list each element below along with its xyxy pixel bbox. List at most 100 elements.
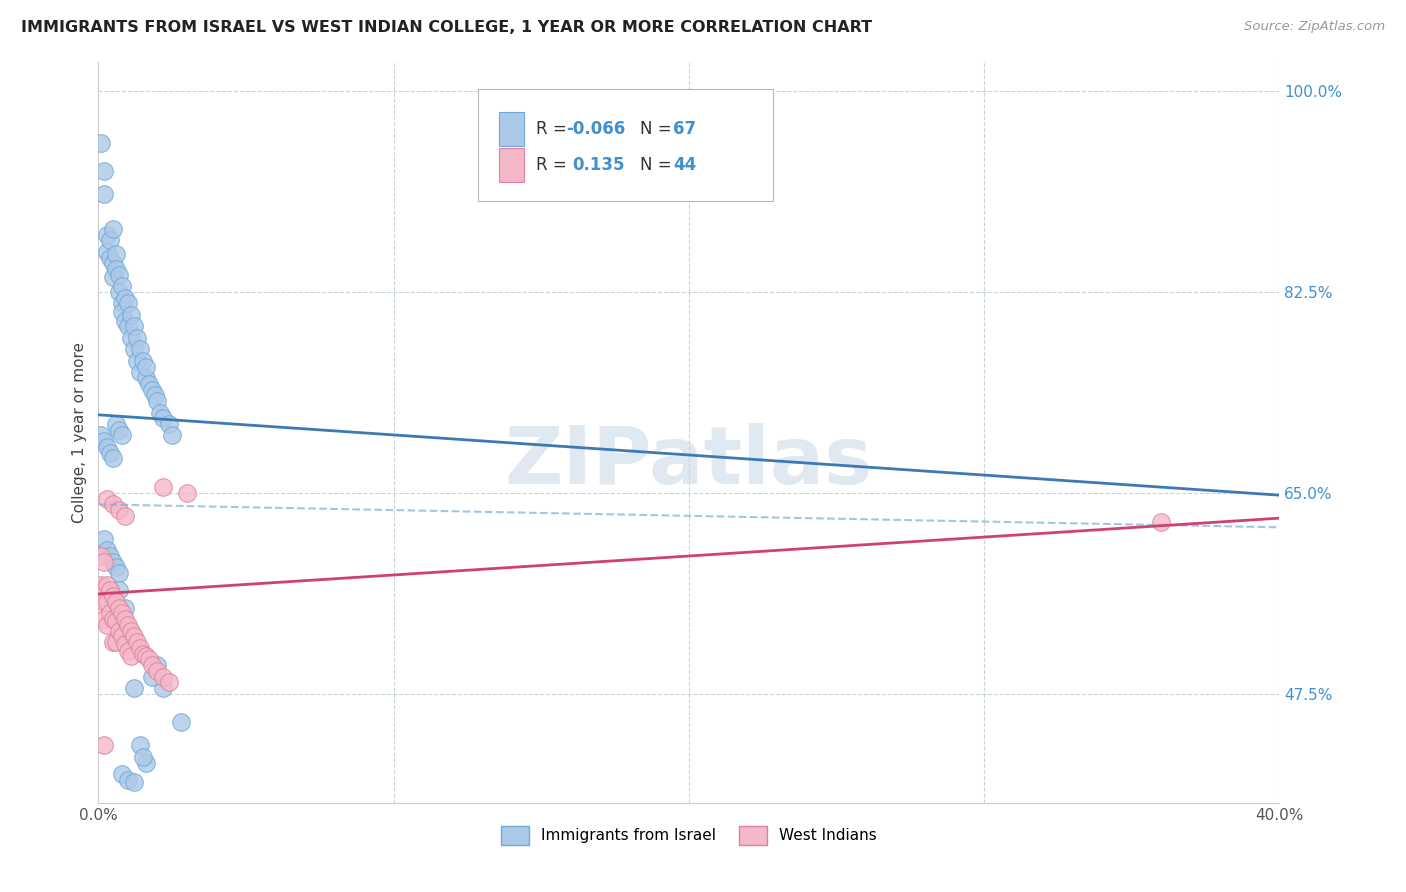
Point [108,285,131,299]
Point [93,739,115,753]
Point [111,304,134,318]
Point [103,612,125,626]
Point [114,508,136,523]
Point [105,247,128,261]
Point [117,772,139,787]
Point [96,244,118,259]
Point [122,319,145,334]
Point [108,423,131,437]
Point [93,164,115,178]
Point [117,644,139,658]
Point [98,233,121,247]
Point [103,497,125,511]
Point [114,612,136,626]
Text: N =: N = [640,120,676,138]
Point [105,595,128,609]
Point [93,612,115,626]
Point [176,486,198,500]
Point [149,405,172,419]
Point [111,607,134,621]
Point [120,308,142,322]
Point [114,637,136,651]
Point [103,256,125,270]
Point [111,629,134,643]
Point [111,296,134,310]
Point [96,618,118,632]
Point [157,675,180,690]
Point [170,715,193,730]
Point [96,578,118,592]
Point [103,270,125,285]
Text: 44: 44 [673,156,697,174]
Point [103,635,125,649]
Text: 0.135: 0.135 [572,156,624,174]
Point [98,549,121,563]
Point [138,376,160,391]
Point [108,566,131,581]
Point [1150,515,1173,529]
Point [108,268,131,282]
Point [128,739,150,753]
Point [120,331,142,345]
Point [132,647,155,661]
Point [146,658,169,673]
Point [93,555,115,569]
Text: R =: R = [536,120,572,138]
Point [98,583,121,598]
Point [108,503,131,517]
Point [98,446,121,460]
Point [105,560,128,574]
Point [90,578,112,592]
Point [141,658,163,673]
Point [114,291,136,305]
Point [105,417,128,431]
Point [132,750,155,764]
Text: ZIPatlas: ZIPatlas [505,423,873,501]
Point [103,451,125,466]
Point [93,187,115,202]
Point [157,417,180,431]
Point [108,624,131,638]
Point [125,354,148,368]
Point [93,595,115,609]
Point [105,615,128,629]
Point [135,371,157,385]
Point [98,607,121,621]
Text: IMMIGRANTS FROM ISRAEL VS WEST INDIAN COLLEGE, 1 YEAR OR MORE CORRELATION CHART: IMMIGRANTS FROM ISRAEL VS WEST INDIAN CO… [21,20,872,35]
Point [117,296,139,310]
Point [98,251,121,265]
Point [135,359,157,374]
Point [90,549,112,563]
Point [96,440,118,454]
Point [152,411,174,425]
Point [162,428,183,442]
Point [122,775,145,789]
Point [135,756,157,770]
Point [111,767,134,781]
Text: 67: 67 [673,120,696,138]
Point [128,640,150,655]
Point [90,136,112,150]
Text: Source: ZipAtlas.com: Source: ZipAtlas.com [1244,20,1385,33]
Point [135,648,157,663]
Point [152,480,174,494]
Point [90,428,112,442]
Point [138,652,160,666]
Point [120,624,142,638]
Point [105,262,128,277]
Point [93,434,115,449]
Point [128,343,150,357]
Point [108,583,131,598]
Point [117,319,139,334]
Point [125,331,148,345]
Point [143,388,166,402]
Y-axis label: College, 1 year or more: College, 1 year or more [72,343,87,523]
Point [128,365,150,379]
Point [103,222,125,236]
Point [114,314,136,328]
Point [146,664,169,678]
Point [122,343,145,357]
Text: R =: R = [536,156,572,174]
Point [141,383,163,397]
Point [111,279,134,293]
